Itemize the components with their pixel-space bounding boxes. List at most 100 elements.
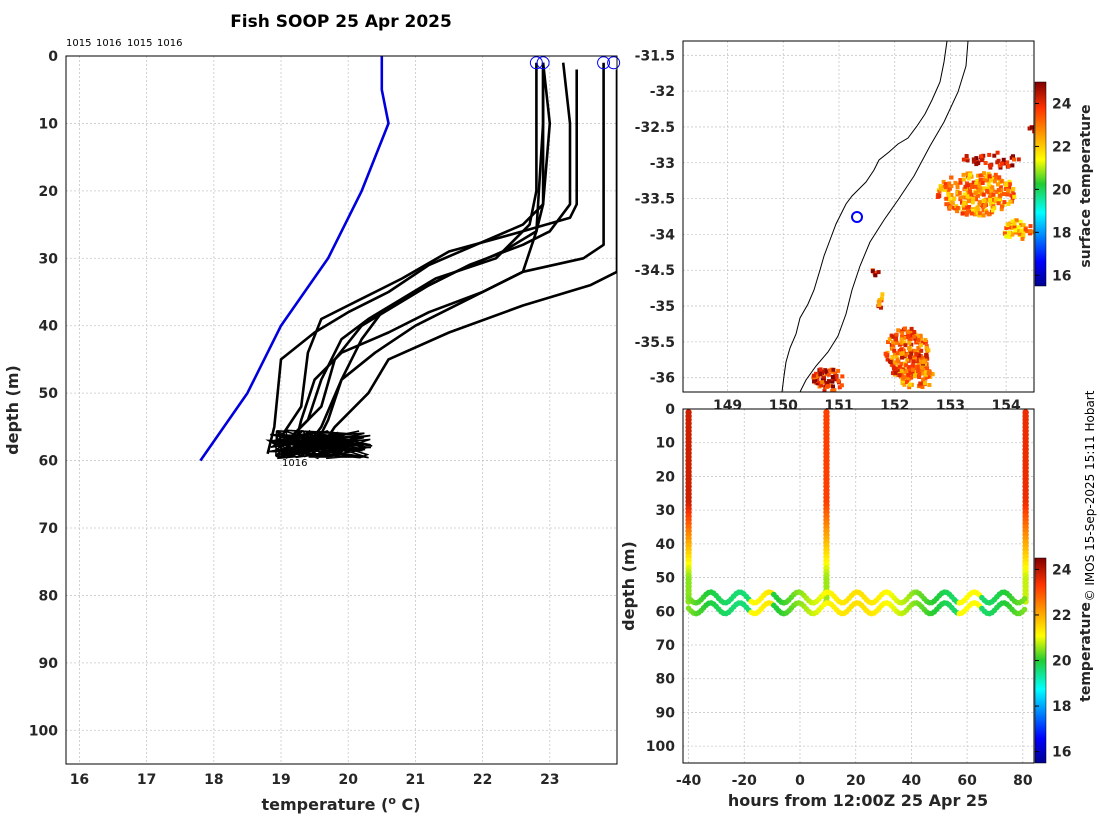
sst-cell xyxy=(971,208,975,213)
map-y-tick-label: -33.5 xyxy=(635,192,675,208)
y-tick-label: 0 xyxy=(48,49,58,65)
sst-cell xyxy=(830,388,835,392)
sst-cell xyxy=(947,181,952,186)
sst-cell xyxy=(899,348,903,353)
sst-cell xyxy=(911,359,916,364)
sst-cell xyxy=(984,210,989,215)
section-x-tick-label: 60 xyxy=(957,773,977,789)
sst-cell xyxy=(924,369,929,374)
sst-cell xyxy=(976,188,981,193)
sst-cell xyxy=(996,182,1000,187)
sst-cell xyxy=(905,380,909,385)
sst-cell xyxy=(831,384,835,389)
sst-cell xyxy=(964,154,969,158)
sst-cell xyxy=(912,330,917,334)
sst-cell xyxy=(917,383,922,388)
sst-cell xyxy=(902,340,907,345)
sst-cell xyxy=(1011,192,1016,197)
sst-cell xyxy=(907,337,912,341)
sst-cell xyxy=(909,326,914,331)
sst-cell xyxy=(976,207,981,212)
sst-cell xyxy=(894,367,899,371)
sst-cell xyxy=(880,292,885,297)
section-y-tick-label: 60 xyxy=(656,604,676,620)
section-colorbar-tick-label: 22 xyxy=(1052,608,1071,624)
section-y-tick-label: 90 xyxy=(656,705,676,721)
y-tick-label: 60 xyxy=(39,454,59,470)
sst-cell xyxy=(949,193,954,197)
sst-cell xyxy=(999,188,1004,192)
sst-cell xyxy=(1021,223,1026,228)
shelf-isobath xyxy=(799,41,969,392)
sst-cell xyxy=(910,329,914,334)
sst-cell xyxy=(999,207,1004,212)
sst-cell xyxy=(981,153,986,158)
map-colorbar-ticks: 16 18 20 22 24 xyxy=(1035,96,1072,284)
sst-cell xyxy=(891,344,896,349)
sst-cell xyxy=(975,205,980,210)
surface-marker xyxy=(529,56,543,70)
sst-cell xyxy=(901,376,906,381)
sst-cell xyxy=(904,363,909,368)
sst-cell xyxy=(946,189,951,194)
section-y-tick-label: 50 xyxy=(656,571,676,587)
sst-cell xyxy=(879,305,883,310)
y-tick-label: 50 xyxy=(39,386,59,402)
sst-cell xyxy=(958,180,963,185)
sst-cell xyxy=(886,340,890,344)
sst-cell xyxy=(1001,157,1006,162)
sst-cell xyxy=(1004,181,1009,186)
sst-cell xyxy=(979,158,984,163)
sst-cell xyxy=(973,191,978,195)
sst-cell xyxy=(952,205,957,210)
sst-cell xyxy=(978,178,983,182)
section-colorbar-tick-label: 16 xyxy=(1052,745,1071,761)
section-point xyxy=(1021,595,1028,602)
sst-cell xyxy=(1000,161,1005,166)
map-colorbar xyxy=(1034,81,1047,287)
sst-cell xyxy=(836,378,841,383)
sst-cell xyxy=(919,348,924,353)
map-y-tick-label: -32.5 xyxy=(635,120,675,136)
section-point xyxy=(1021,606,1028,613)
sst-cell xyxy=(825,384,830,389)
sst-cell xyxy=(998,192,1003,197)
sst-cell xyxy=(975,211,980,216)
pressure-label-1: 1015 xyxy=(66,38,91,49)
section-colorbar-tick-label: 18 xyxy=(1052,699,1071,715)
profile-line xyxy=(273,69,579,448)
sst-cell xyxy=(840,374,845,379)
sst-cell xyxy=(958,178,963,182)
sst-cell xyxy=(894,340,899,345)
sst-cell xyxy=(812,379,816,384)
sst-cell xyxy=(916,353,921,358)
sst-cell xyxy=(996,188,1001,192)
sst-cell xyxy=(907,354,912,359)
reference-profile-line xyxy=(199,56,390,462)
section-x-tick-label: 40 xyxy=(902,773,922,789)
sst-cell xyxy=(818,367,823,372)
map-y-tick-label: -35 xyxy=(650,299,675,315)
sst-cell xyxy=(899,340,904,345)
sst-cell xyxy=(892,348,897,353)
y-tick-label: 70 xyxy=(39,521,59,537)
sst-cell xyxy=(968,189,973,194)
sst-cell xyxy=(961,172,966,177)
sst-cell xyxy=(899,361,904,366)
sst-cell xyxy=(983,161,988,165)
sst-cell xyxy=(903,352,908,357)
sst-cell xyxy=(907,340,912,345)
sst-cell xyxy=(924,345,929,350)
pressure-label-4: 1016 xyxy=(157,38,182,49)
sst-cell xyxy=(891,334,896,339)
sst-cell xyxy=(1007,182,1012,187)
sst-cell xyxy=(995,160,1000,165)
sst-cell xyxy=(839,383,844,388)
sst-cell xyxy=(959,195,964,200)
section-x-tick-label: -20 xyxy=(732,773,758,789)
sst-cell xyxy=(937,194,942,198)
y-tick-label: 40 xyxy=(39,319,59,335)
sst-cell xyxy=(899,368,904,373)
sst-cell xyxy=(992,175,997,180)
